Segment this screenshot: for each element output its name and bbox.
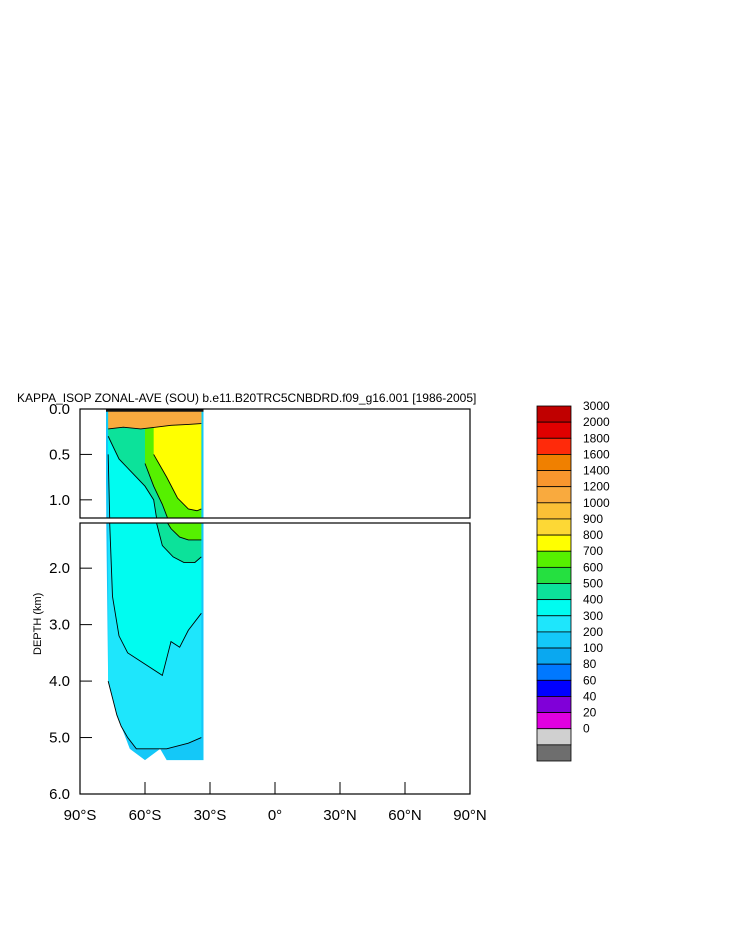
colorbar-swatch (536, 744, 572, 762)
x-tick-label: 0° (268, 807, 282, 824)
x-tick-label: 30°S (194, 807, 227, 824)
colorbar-swatch (536, 663, 572, 681)
colorbar-swatch (536, 615, 572, 633)
y-tick-label: 0.5 (49, 446, 70, 463)
y-tick-label: 3.0 (49, 617, 70, 634)
chart-title: KAPPA_ISOP ZONAL-AVE (SOU) b.e11.B20TRC5… (17, 391, 476, 405)
colorbar-label: 1800 (583, 431, 610, 445)
colorbar-label: 800 (583, 528, 603, 542)
colorbar-label: 500 (583, 577, 603, 591)
x-tick-label: 90°N (453, 807, 487, 824)
y-tick-label: 5.0 (49, 730, 70, 747)
top-contour-line-900 (108, 423, 202, 430)
colorbar-label: 200 (583, 625, 603, 639)
x-tick-label: 90°S (64, 807, 97, 824)
y-tick-label: 0.0 (49, 401, 70, 418)
colorbar-swatch (536, 534, 572, 552)
colorbar-swatch (536, 679, 572, 697)
colorbar-label: 80 (583, 657, 597, 671)
colorbar-label: 40 (583, 689, 597, 703)
colorbar-swatch (536, 599, 572, 617)
colorbar-swatch (536, 728, 572, 746)
colorbar-swatch (536, 470, 572, 488)
y-tick-label: 1.0 (49, 492, 70, 509)
y-tick-label: 4.0 (49, 673, 70, 690)
bot-contour-line-500 (167, 523, 202, 541)
axes: 90°S 60°S 30°S 0° 30°N 60°N 90°N 0.0 0.5 1.0 2.0 3.… (49, 401, 487, 824)
top-contour-line-400 (107, 436, 158, 518)
bot-band-500 (167, 523, 202, 540)
colorbar-label: 100 (583, 641, 603, 655)
colorbar-label: 1400 (583, 464, 610, 478)
colorbar-swatch (536, 454, 572, 471)
colorbar-swatch (536, 583, 572, 601)
x-tick-label: 60°N (388, 807, 422, 824)
colorbar-swatch (536, 647, 572, 665)
y-tick-label: 6.0 (49, 786, 70, 803)
colorbar-label: 400 (583, 593, 603, 607)
bot-contour-line-300 (109, 523, 202, 677)
colorbar-label: 600 (583, 560, 603, 574)
x-tick-label: 30°N (323, 807, 357, 824)
top-band-900 (108, 409, 202, 429)
colorbar-label: 1200 (583, 480, 610, 494)
colorbar-swatch (536, 421, 572, 439)
colorbar-swatch (536, 550, 572, 568)
bot-band-300 (109, 523, 202, 676)
top-contour-line-500 (144, 463, 169, 518)
top-contour-line-100 (108, 772, 201, 881)
upper-panel-frame (79, 408, 471, 519)
colorbar-label: 60 (583, 673, 597, 687)
colorbar-label: 0 (583, 722, 590, 736)
colorbar-swatch (536, 405, 572, 423)
bot-contour-line-100 (107, 680, 202, 750)
colorbar-label: 2000 (583, 415, 610, 429)
top-surface-layer (106, 409, 204, 412)
colorbar-swatch (536, 437, 572, 455)
colorbar-label: 3000 (583, 399, 610, 413)
colorbar-swatch (536, 631, 572, 649)
colorbar-label: 20 (583, 706, 597, 720)
colorbar-label: 900 (583, 512, 603, 526)
y-axis-label: DEPTH (km) (32, 593, 44, 655)
lower-panel (106, 523, 204, 761)
colorbar: 3000200018001600140012001000900800700600… (536, 399, 610, 762)
colorbar-label: 300 (583, 609, 603, 623)
colorbar-swatch (536, 696, 572, 713)
y-tick-label: 2.0 (49, 560, 70, 577)
top-band-700 (153, 409, 202, 511)
top-contour-line-700 (153, 454, 202, 512)
colorbar-label: 1600 (583, 447, 610, 461)
x-tick-label: 60°S (129, 807, 162, 824)
colorbar-swatch (536, 502, 572, 520)
colorbar-swatch (536, 712, 572, 730)
colorbar-swatch (536, 486, 572, 504)
colorbar-swatch (536, 518, 572, 536)
bot-contour-line-400 (156, 523, 202, 563)
colorbar-label: 700 (583, 544, 603, 558)
colorbar-label: 1000 (583, 496, 610, 510)
colorbar-swatch (536, 566, 572, 584)
upper-panel (106, 409, 204, 881)
